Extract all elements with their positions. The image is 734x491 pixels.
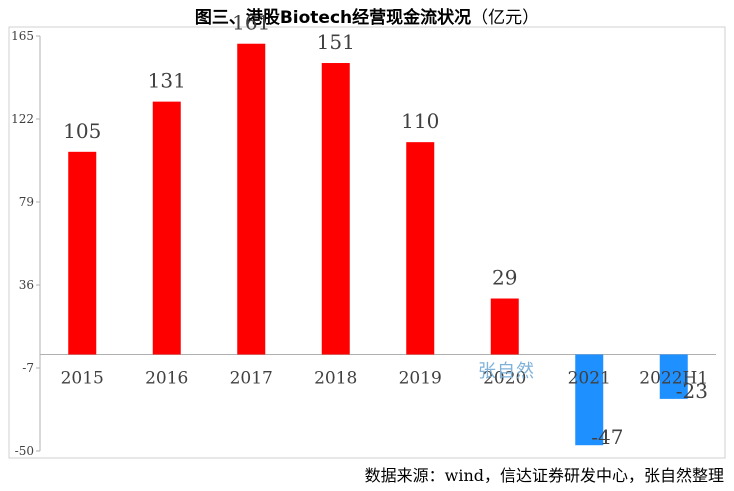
y-tick-label: 122 — [11, 112, 34, 126]
category-label-2015: 2015 — [61, 368, 104, 388]
bar-2015 — [68, 151, 97, 355]
category-label-2020: 2020 — [483, 368, 526, 388]
category-label-2016: 2016 — [145, 368, 188, 388]
chart-title-text: 图三、港股Biotech经营现金流状况 — [194, 8, 472, 28]
data-label-2019: 110 — [401, 109, 439, 133]
data-label-2022H1: -23 — [676, 379, 708, 403]
y-tick-label: 79 — [19, 195, 34, 209]
data-label-2016: 131 — [148, 69, 186, 93]
bar-2016 — [152, 101, 181, 355]
y-tick-label: -7 — [22, 361, 34, 375]
bar-2019 — [406, 142, 435, 355]
chart-title: 图三、港股Biotech经营现金流状况（亿元） — [0, 3, 734, 28]
category-label-2021: 2021 — [568, 368, 611, 388]
bar-2022H1 — [659, 354, 688, 399]
chart-title-unit: （亿元） — [471, 8, 540, 28]
category-label-2022H1: 2022H1 — [639, 368, 708, 388]
source-note: 数据来源：wind，信达证券研发中心，张自然整理 — [364, 466, 724, 485]
bar-2018 — [321, 63, 350, 355]
chart-frame — [8, 26, 726, 459]
watermark-text: 张自然 — [478, 361, 535, 382]
bar-2021 — [575, 354, 604, 446]
y-tick-label: 165 — [11, 29, 34, 43]
data-label-2020: 29 — [492, 266, 517, 290]
category-label-2018: 2018 — [314, 368, 357, 388]
y-tick-label: 36 — [19, 278, 34, 292]
y-tick-label: -50 — [15, 444, 34, 458]
category-label-2019: 2019 — [399, 368, 442, 388]
bar-2017 — [237, 43, 266, 355]
category-label-2017: 2017 — [230, 368, 273, 388]
data-label-2015: 105 — [63, 119, 101, 143]
bar-2020 — [490, 298, 519, 355]
data-label-2021: -47 — [591, 425, 623, 449]
data-label-2017: 161 — [232, 11, 270, 35]
data-label-2018: 151 — [317, 30, 355, 54]
